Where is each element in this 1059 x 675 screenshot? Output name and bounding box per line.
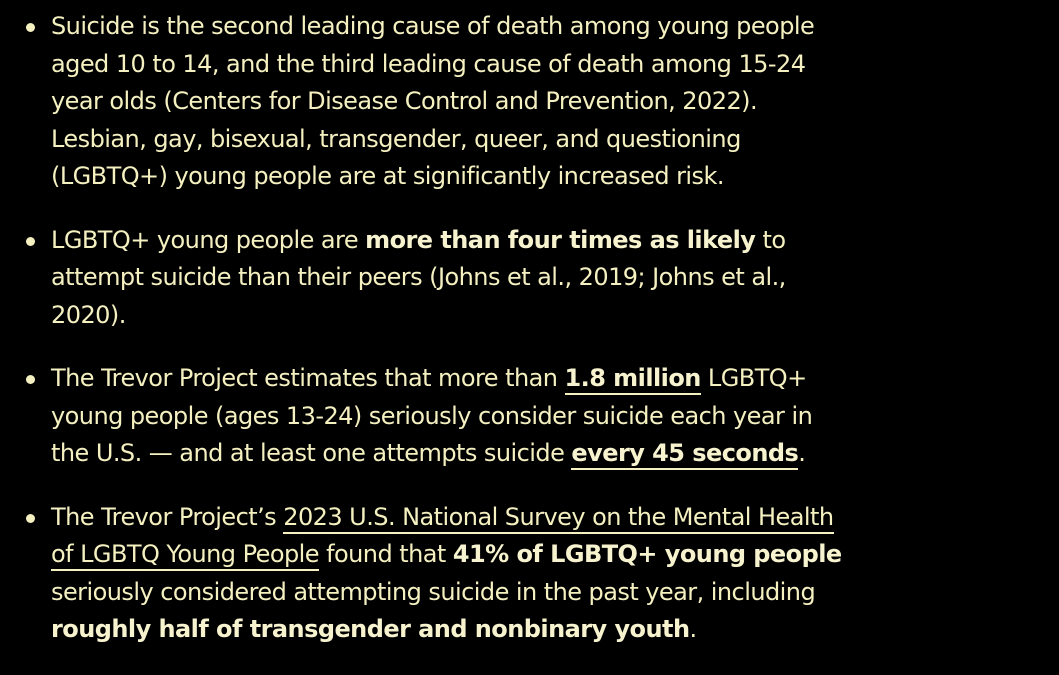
link-label: 1.8 million [564, 364, 702, 392]
statistic-link-every-45-seconds[interactable]: every 45 seconds [571, 439, 799, 470]
survey-report-link[interactable]: 2023 U.S. National Survey on the Mental … [51, 502, 834, 571]
bullet-dot [26, 513, 35, 523]
fact-text: found that [319, 540, 453, 568]
link-label: every 45 seconds [571, 439, 799, 467]
fact-text: . [798, 439, 806, 467]
fact-emphasis: roughly half of transgender and nonbinar… [51, 615, 690, 643]
bullet-dot [26, 375, 35, 384]
fact-text: Suicide is the second leading cause of d… [51, 12, 815, 190]
fact-text: seriously considered attempting suicide … [51, 577, 816, 606]
bullet-dot [26, 236, 35, 246]
list-item: LGBTQ+ young people are more than four t… [26, 222, 851, 335]
list-item: The Trevor Project estimates that more t… [26, 360, 851, 473]
fact-text: The Trevor Project estimates that more t… [51, 364, 565, 392]
list-item: Suicide is the second leading cause of d… [26, 8, 851, 196]
statistic-link-1-8-million[interactable]: 1.8 million [564, 364, 702, 395]
list-item: The Trevor Project’s 2023 U.S. National … [26, 499, 851, 649]
fact-emphasis: more than four times as likely [365, 225, 756, 254]
bullet-dot [26, 23, 35, 32]
fact-list: Suicide is the second leading cause of d… [26, 8, 851, 675]
fact-text: LGBTQ+ young people (ages 13-24) serious… [51, 364, 813, 467]
fact-emphasis: 41% of LGBTQ+ young people [452, 540, 842, 568]
fact-text: LGBTQ+ young people are [51, 225, 366, 254]
fact-text: to attempt suicide than their peers (Joh… [51, 225, 786, 329]
fact-text: . [689, 615, 698, 643]
fact-text: The Trevor Project’s [51, 502, 284, 531]
